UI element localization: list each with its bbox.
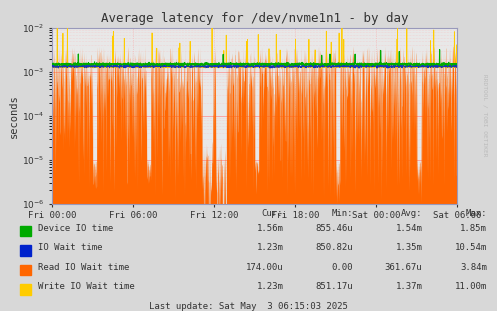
Text: RRDTOOL / TOBI OETIKER: RRDTOOL / TOBI OETIKER — [482, 74, 487, 156]
Text: 855.46u: 855.46u — [315, 224, 353, 233]
Text: Cur:: Cur: — [262, 209, 283, 218]
Y-axis label: seconds: seconds — [9, 94, 19, 138]
Text: Device IO time: Device IO time — [38, 224, 113, 233]
Text: Last update: Sat May  3 06:15:03 2025: Last update: Sat May 3 06:15:03 2025 — [149, 302, 348, 311]
Text: Read IO Wait time: Read IO Wait time — [38, 263, 130, 272]
Bar — [20, 226, 31, 236]
Text: 1.56m: 1.56m — [256, 224, 283, 233]
Text: 3.84m: 3.84m — [460, 263, 487, 272]
Text: 851.17u: 851.17u — [315, 282, 353, 291]
Text: Write IO Wait time: Write IO Wait time — [38, 282, 135, 291]
Text: 1.54m: 1.54m — [396, 224, 422, 233]
Text: 174.00u: 174.00u — [246, 263, 283, 272]
Text: Min:: Min: — [331, 209, 353, 218]
Text: 1.85m: 1.85m — [460, 224, 487, 233]
Text: 1.23m: 1.23m — [256, 244, 283, 253]
Text: Max:: Max: — [466, 209, 487, 218]
Text: 1.23m: 1.23m — [256, 282, 283, 291]
Text: IO Wait time: IO Wait time — [38, 244, 103, 253]
Text: 1.37m: 1.37m — [396, 282, 422, 291]
Bar — [20, 265, 31, 275]
Text: 850.82u: 850.82u — [315, 244, 353, 253]
Text: 1.35m: 1.35m — [396, 244, 422, 253]
Text: 361.67u: 361.67u — [385, 263, 422, 272]
Bar — [20, 245, 31, 256]
Text: 0.00: 0.00 — [331, 263, 353, 272]
Text: 10.54m: 10.54m — [455, 244, 487, 253]
Text: 11.00m: 11.00m — [455, 282, 487, 291]
Text: Avg:: Avg: — [401, 209, 422, 218]
Bar — [20, 284, 31, 295]
Title: Average latency for /dev/nvme1n1 - by day: Average latency for /dev/nvme1n1 - by da… — [101, 12, 409, 26]
